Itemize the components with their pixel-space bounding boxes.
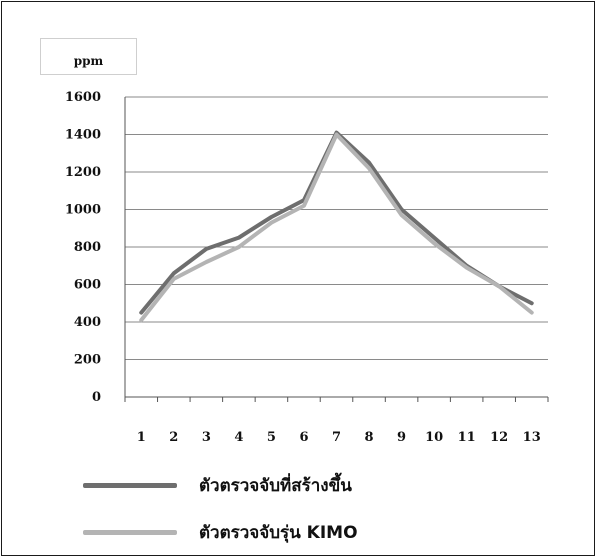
y-tick-label: 1200 bbox=[65, 165, 101, 180]
x-tick-label: 12 bbox=[490, 430, 508, 445]
series-line-kimo-detector bbox=[139, 132, 534, 323]
y-axis-unit-label: ppm bbox=[73, 54, 104, 68]
y-tick-label: 200 bbox=[74, 353, 101, 368]
x-tick-label: 9 bbox=[397, 430, 406, 445]
y-tick-label: 1600 bbox=[65, 90, 101, 105]
x-tick-label: 2 bbox=[169, 430, 178, 445]
y-tick-label: 1000 bbox=[65, 203, 101, 218]
x-tick-label: 8 bbox=[365, 430, 374, 445]
x-tick-label: 6 bbox=[299, 430, 308, 445]
y-tick-label: 800 bbox=[74, 240, 101, 255]
x-tick-label: 4 bbox=[234, 430, 243, 445]
legend-label-detector-built: ตัวตรวจจับที่สร้างขึ้น bbox=[199, 476, 352, 496]
series-line-detector-built bbox=[139, 130, 534, 315]
y-tick-label: 400 bbox=[74, 315, 101, 330]
unit-label-box: ppm bbox=[40, 38, 137, 75]
x-tick-label: 1 bbox=[137, 430, 146, 445]
legend-line-kimo-detector bbox=[83, 530, 177, 535]
legend-label-kimo-detector: ตัวตรวจจับรุ่น KIMO bbox=[199, 523, 358, 543]
x-tick-label: 7 bbox=[332, 430, 341, 445]
x-tick-label: 10 bbox=[425, 430, 443, 445]
x-tick-label: 13 bbox=[523, 430, 541, 445]
x-tick-label: 5 bbox=[267, 430, 276, 445]
y-tick-label: 0 bbox=[92, 390, 101, 405]
y-tick-label: 1400 bbox=[65, 128, 101, 143]
legend-line-detector-built bbox=[83, 483, 177, 488]
x-tick-label: 3 bbox=[202, 430, 211, 445]
y-tick-label: 600 bbox=[74, 278, 101, 293]
x-tick-label: 11 bbox=[458, 430, 476, 445]
